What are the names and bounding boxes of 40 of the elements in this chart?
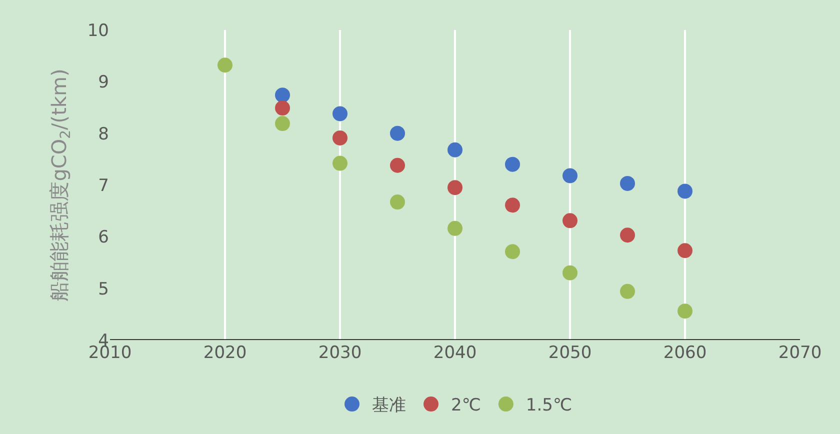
point [275, 88, 290, 103]
point [275, 116, 290, 132]
point [678, 304, 692, 319]
point [390, 194, 405, 210]
y-tick-label: 6 [98, 228, 109, 248]
y-tick-label: 7 [98, 176, 109, 196]
x-tick-label: 2020 [203, 343, 247, 363]
point [448, 180, 462, 196]
point [620, 284, 635, 299]
point [448, 220, 462, 236]
point [390, 158, 405, 173]
point [505, 198, 520, 213]
y-tick-label: 5 [98, 279, 109, 300]
point [505, 156, 520, 172]
point [620, 228, 635, 243]
point [332, 130, 348, 146]
point [390, 126, 405, 141]
point [678, 243, 692, 258]
point [562, 213, 578, 228]
point [332, 106, 348, 122]
point [620, 176, 635, 191]
x-tick-label: 2030 [318, 343, 362, 363]
legend-label: 1.5℃ [526, 396, 572, 416]
point [275, 100, 290, 116]
point [505, 244, 520, 260]
point [332, 156, 348, 171]
y-tick-label: 10 [87, 20, 109, 41]
x-tick-label: 2070 [778, 343, 822, 363]
y-tick-label: 9 [98, 72, 109, 93]
legend-label: 基准 [372, 396, 406, 416]
x-tick-label: 2060 [663, 343, 707, 363]
point [218, 58, 232, 73]
point [562, 265, 578, 280]
x-tick-label: 2040 [433, 343, 477, 363]
point [562, 168, 578, 184]
point [448, 142, 462, 158]
y-tick-label: 8 [98, 124, 109, 144]
x-tick-label: 2050 [548, 343, 592, 363]
legend-label: 2℃ [451, 396, 481, 416]
point [678, 184, 692, 199]
